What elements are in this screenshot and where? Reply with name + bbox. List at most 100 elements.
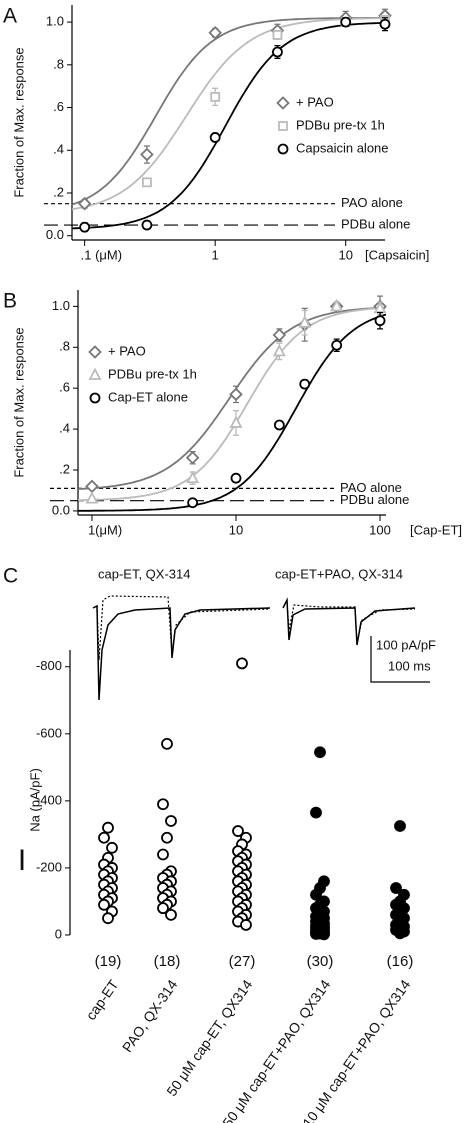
marker: [272, 46, 283, 58]
marker: [230, 472, 242, 484]
data-point: [232, 825, 244, 837]
marker: [276, 96, 290, 110]
data-point: [161, 737, 173, 750]
marker: [186, 470, 200, 484]
x-tick-label: 1: [212, 247, 219, 262]
y-tick-label: -400: [36, 792, 62, 807]
data-point: [394, 820, 406, 832]
marker: [272, 328, 287, 342]
scale-label: 100 pA/pF: [376, 637, 436, 652]
y-tick-label: .8: [53, 56, 64, 71]
y-axis-label: I: [18, 844, 26, 877]
data-point: [310, 888, 322, 901]
data-point: [102, 912, 114, 925]
current-traces: [92, 595, 430, 701]
trace-title: cap-ET+PAO, QX-314: [275, 566, 403, 581]
y-tick-label: .8: [59, 339, 70, 354]
marker: [331, 339, 343, 351]
marker: [88, 345, 102, 359]
reference-label: PAO alone: [340, 480, 402, 495]
legend-label: + PAO: [296, 94, 334, 109]
x-axis-label: [Capsaicin]: [365, 247, 429, 262]
marker: [208, 25, 222, 40]
y-tick-label: 1.0: [46, 14, 64, 29]
marker: [298, 315, 312, 328]
data-point: [240, 919, 252, 931]
y-tick-label: 0.0: [52, 502, 70, 517]
trace: [92, 604, 271, 701]
n-label: (18): [154, 953, 181, 970]
n-label: (30): [307, 953, 334, 970]
x-tick-label: 1(μM): [88, 522, 122, 537]
data-point: [157, 902, 169, 915]
data-point: [165, 908, 177, 921]
y-tick-label: -600: [36, 725, 62, 740]
y-axis-label-sub: Na (pA/pF): [27, 768, 42, 832]
y-tick-label: .4: [53, 142, 64, 157]
reference-label: PDBu alone: [341, 216, 410, 231]
legend-label: PDBu pre-tx 1h: [296, 117, 385, 132]
marker: [85, 491, 99, 504]
reference-label: PAO alone: [341, 195, 403, 210]
y-axis-label: Fraction of Max. response: [11, 47, 26, 197]
marker: [79, 221, 91, 233]
data-point: [157, 798, 169, 811]
marker: [209, 132, 221, 143]
marker: [330, 298, 344, 312]
data-point: [314, 746, 326, 759]
marker: [229, 387, 243, 402]
x-tick-label: 10: [229, 522, 243, 537]
y-tick-label: -800: [36, 658, 62, 673]
x-axis-label: [Cap-ET]: [410, 522, 462, 537]
panel-label: A: [3, 5, 17, 28]
data-point: [310, 806, 322, 819]
x-tick-label: PAO, QX-314: [119, 976, 181, 1055]
marker: [299, 378, 311, 390]
data-point: [318, 928, 330, 941]
y-tick-label: .2: [59, 461, 70, 476]
legend-label: Cap-ET alone: [108, 389, 188, 404]
data-point: [394, 927, 406, 940]
legend-label: PDBu pre-tx 1h: [108, 366, 197, 381]
marker: [277, 143, 289, 155]
marker: [374, 315, 386, 327]
marker: [88, 367, 102, 380]
marker: [379, 18, 391, 30]
trace-title: cap-ET, QX-314: [98, 566, 191, 581]
legend-label: Capsaicin alone: [296, 140, 389, 155]
data-point: [98, 831, 110, 844]
trace: [286, 602, 416, 644]
marker: [141, 219, 153, 231]
y-axis-label: Fraction of Max. response: [11, 327, 26, 477]
marker: [77, 196, 92, 211]
x-tick-label: .1 (μM): [81, 247, 122, 262]
reference-label: PDBu alone: [340, 492, 409, 507]
data-point: [106, 841, 118, 854]
y-tick-label: -200: [36, 859, 62, 874]
fit-curve: [71, 17, 385, 211]
y-tick-label: 0: [55, 926, 62, 941]
y-tick-label: 0.0: [46, 227, 64, 242]
data-point: [165, 815, 177, 827]
marker: [85, 479, 99, 494]
y-tick-label: .6: [59, 380, 70, 395]
marker: [272, 343, 286, 357]
data-point: [390, 882, 402, 894]
marker: [210, 91, 221, 102]
marker: [142, 177, 152, 188]
fit-curve: [71, 17, 385, 206]
legend-label: + PAO: [108, 343, 146, 358]
x-tick-label: cap-ET: [83, 976, 122, 1023]
y-tick-label: .2: [53, 184, 64, 199]
marker: [187, 497, 199, 509]
marker: [340, 16, 352, 28]
marker: [272, 30, 283, 40]
n-label: (27): [229, 953, 256, 970]
marker: [185, 450, 200, 465]
fit-curve: [71, 21, 386, 230]
marker: [140, 147, 154, 162]
marker: [89, 392, 101, 404]
data-point: [236, 657, 248, 670]
y-tick-label: .6: [53, 99, 64, 114]
